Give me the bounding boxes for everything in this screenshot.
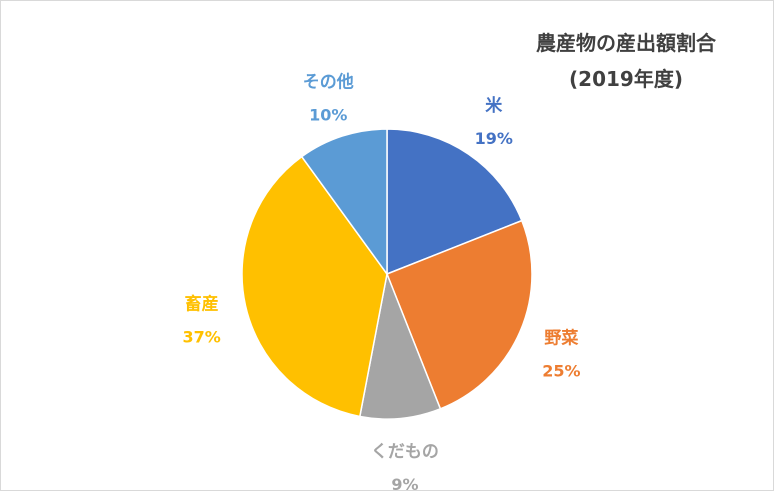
slice-category-label: その他 — [303, 71, 354, 92]
chart-title-main: 農産物の産出額割合 — [536, 31, 716, 55]
slice-percent-label: 19% — [475, 129, 513, 148]
chart-subtitle: (2019年度) — [569, 67, 683, 91]
slice-label-3: 畜産 37% — [182, 293, 220, 346]
slice-category-label: 米 — [485, 95, 503, 116]
slice-percent-label: 37% — [182, 327, 220, 346]
slice-label-2: くだもの 9% — [371, 442, 439, 492]
slice-category-label: 野菜 — [544, 329, 579, 349]
pie-slice-1 — [386, 219, 533, 410]
slice-percent-label: 9% — [391, 475, 418, 492]
chart-title: 農産物の産出額割合 (2019年度) — [491, 25, 761, 97]
pie-slice-0 — [386, 128, 523, 276]
slice-label-4: その他 10% — [303, 71, 354, 124]
pie-slice-2 — [358, 271, 442, 420]
pie-slice-4 — [300, 128, 388, 277]
slice-percent-label: 25% — [542, 362, 580, 381]
slice-percent-label: 10% — [309, 105, 347, 124]
slice-label-0: 米 19% — [475, 95, 513, 148]
slice-category-label: 畜産 — [185, 293, 219, 314]
pie-slice-3 — [241, 155, 388, 418]
slice-label-1: 野菜 25% — [542, 329, 580, 381]
slice-category-label: くだもの — [371, 442, 439, 462]
